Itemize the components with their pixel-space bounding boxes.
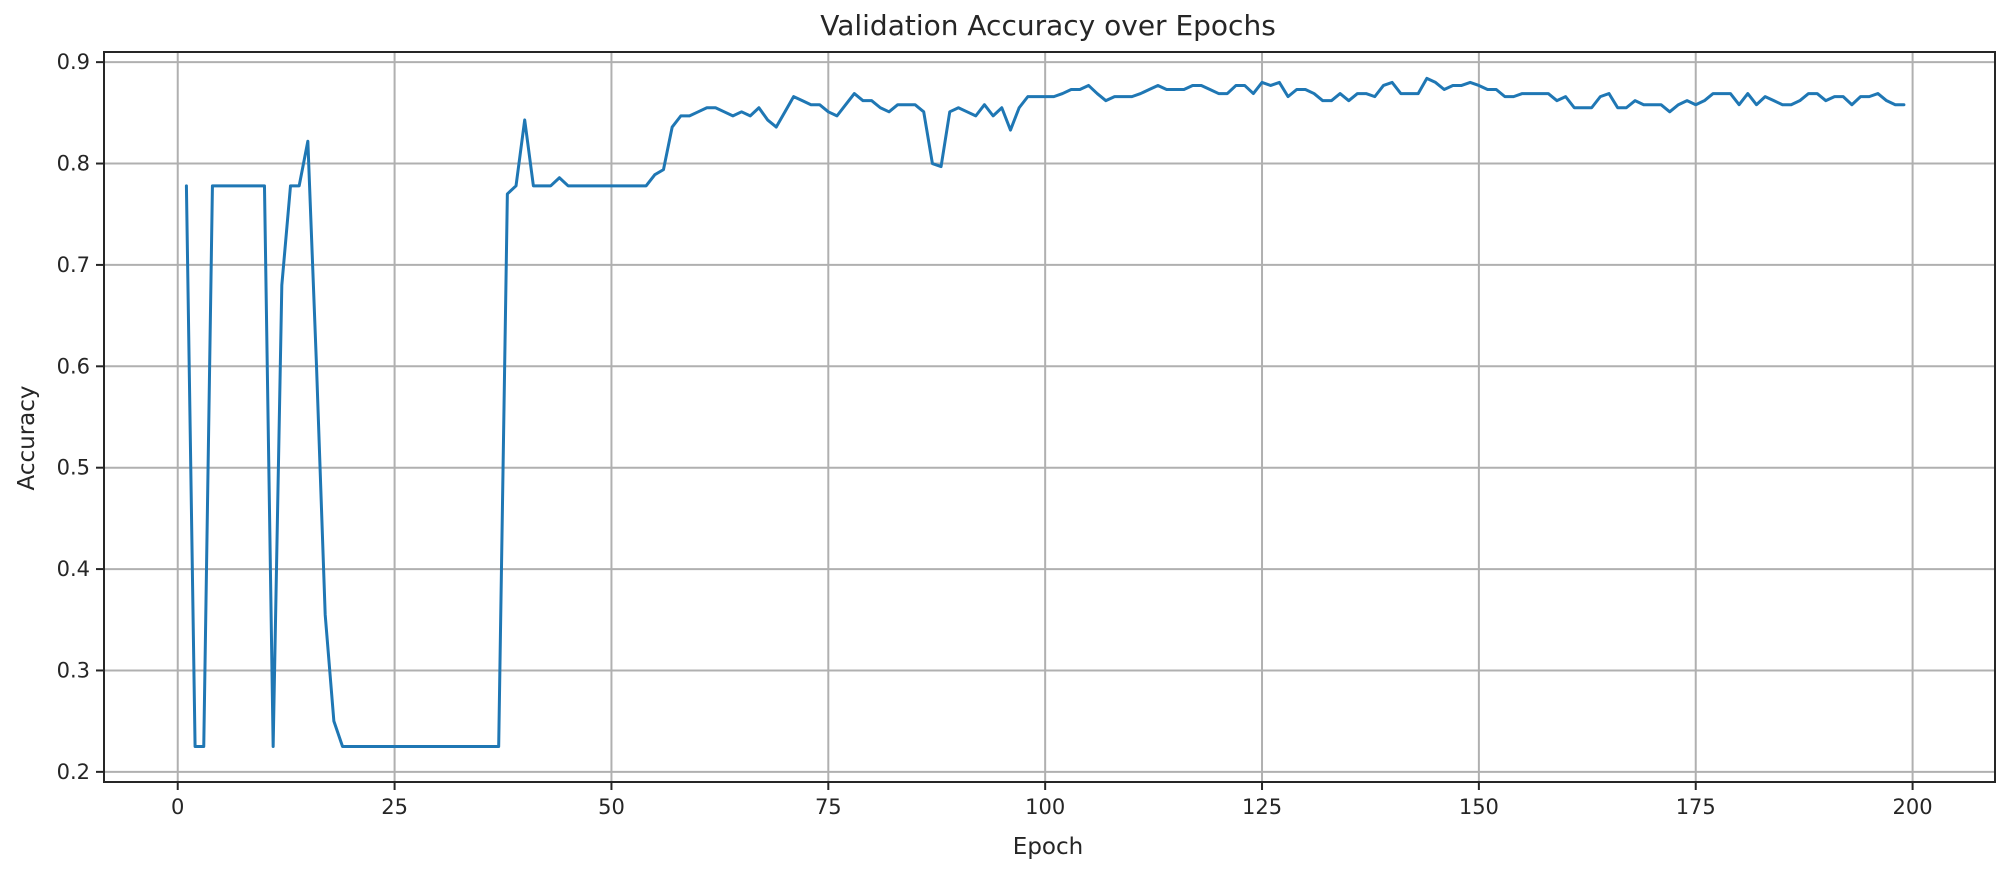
y-tick-label: 0.4 — [57, 557, 90, 581]
x-tick-label: 25 — [381, 795, 408, 819]
x-tick-label: 75 — [815, 795, 842, 819]
y-tick-label: 0.7 — [57, 253, 90, 277]
y-tick-label: 0.8 — [57, 152, 90, 176]
x-tick-label: 175 — [1676, 795, 1716, 819]
y-axis-ticks: 0.2 0.3 0.4 0.5 0.6 0.7 0.8 0.9 — [57, 50, 104, 784]
x-tick-label: 0 — [171, 795, 184, 819]
x-gridlines — [176, 52, 1914, 782]
y-tick-label: 0.5 — [57, 456, 90, 480]
x-tick-label: 125 — [1242, 795, 1282, 819]
y-tick-label: 0.2 — [57, 760, 90, 784]
series-layer — [184, 76, 1906, 749]
x-tick-label: 50 — [598, 795, 625, 819]
x-tick-label: 100 — [1025, 795, 1065, 819]
x-tick-label: 150 — [1459, 795, 1499, 819]
series-line — [184, 76, 1906, 749]
plot-frame — [103, 51, 1996, 783]
chart-title: Validation Accuracy over Epochs — [820, 9, 1276, 42]
x-axis-label: Epoch — [1013, 834, 1083, 860]
y-tick-label: 0.6 — [57, 354, 90, 378]
y-gridlines — [104, 61, 1995, 773]
x-tick-label: 200 — [1893, 795, 1933, 819]
x-axis-ticks: 0 25 50 75 100 125 150 175 200 — [171, 782, 1933, 819]
y-axis-label: Accuracy — [14, 385, 40, 490]
y-tick-label: 0.9 — [57, 50, 90, 74]
y-tick-label: 0.3 — [57, 658, 90, 682]
